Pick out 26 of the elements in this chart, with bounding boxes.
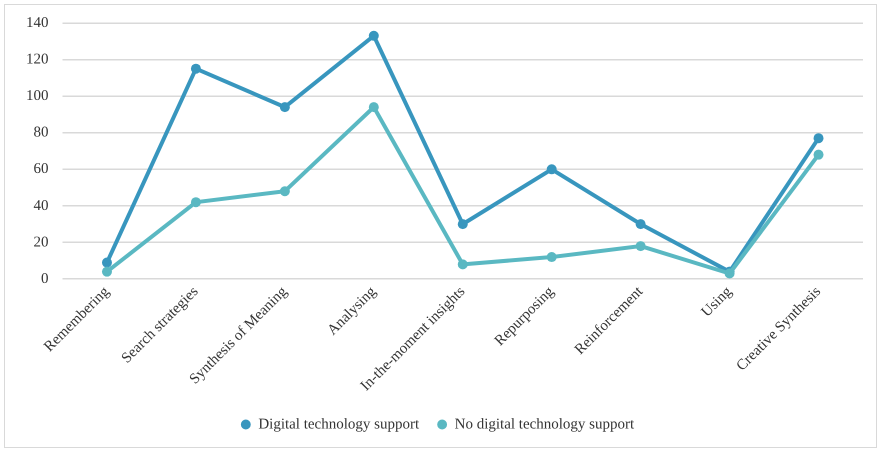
- point: [280, 186, 290, 196]
- point: [636, 219, 646, 230]
- y-tick-label: 140: [26, 14, 48, 31]
- point: [458, 219, 468, 230]
- point: [368, 30, 379, 41]
- point: [102, 258, 112, 268]
- point: [190, 64, 201, 74]
- legend-label: No digital technology support: [454, 416, 636, 432]
- point: [814, 150, 824, 160]
- point: [814, 133, 824, 144]
- y-tick-label: 80: [34, 124, 48, 141]
- point: [190, 197, 201, 208]
- y-tick-label: 0: [41, 270, 48, 287]
- point: [546, 164, 557, 174]
- point: [368, 102, 379, 112]
- legend-label: Digital technology support: [258, 416, 420, 432]
- point: [636, 241, 646, 252]
- y-tick-label: 100: [26, 88, 48, 104]
- point: [102, 266, 112, 277]
- point: [280, 102, 290, 112]
- point: [546, 252, 557, 262]
- y-tick-label: 60: [34, 161, 48, 178]
- y-tick-label: 40: [34, 198, 48, 214]
- y-tick-label: 20: [34, 234, 48, 250]
- point: [458, 259, 468, 270]
- y-tick-label: 120: [26, 52, 48, 68]
